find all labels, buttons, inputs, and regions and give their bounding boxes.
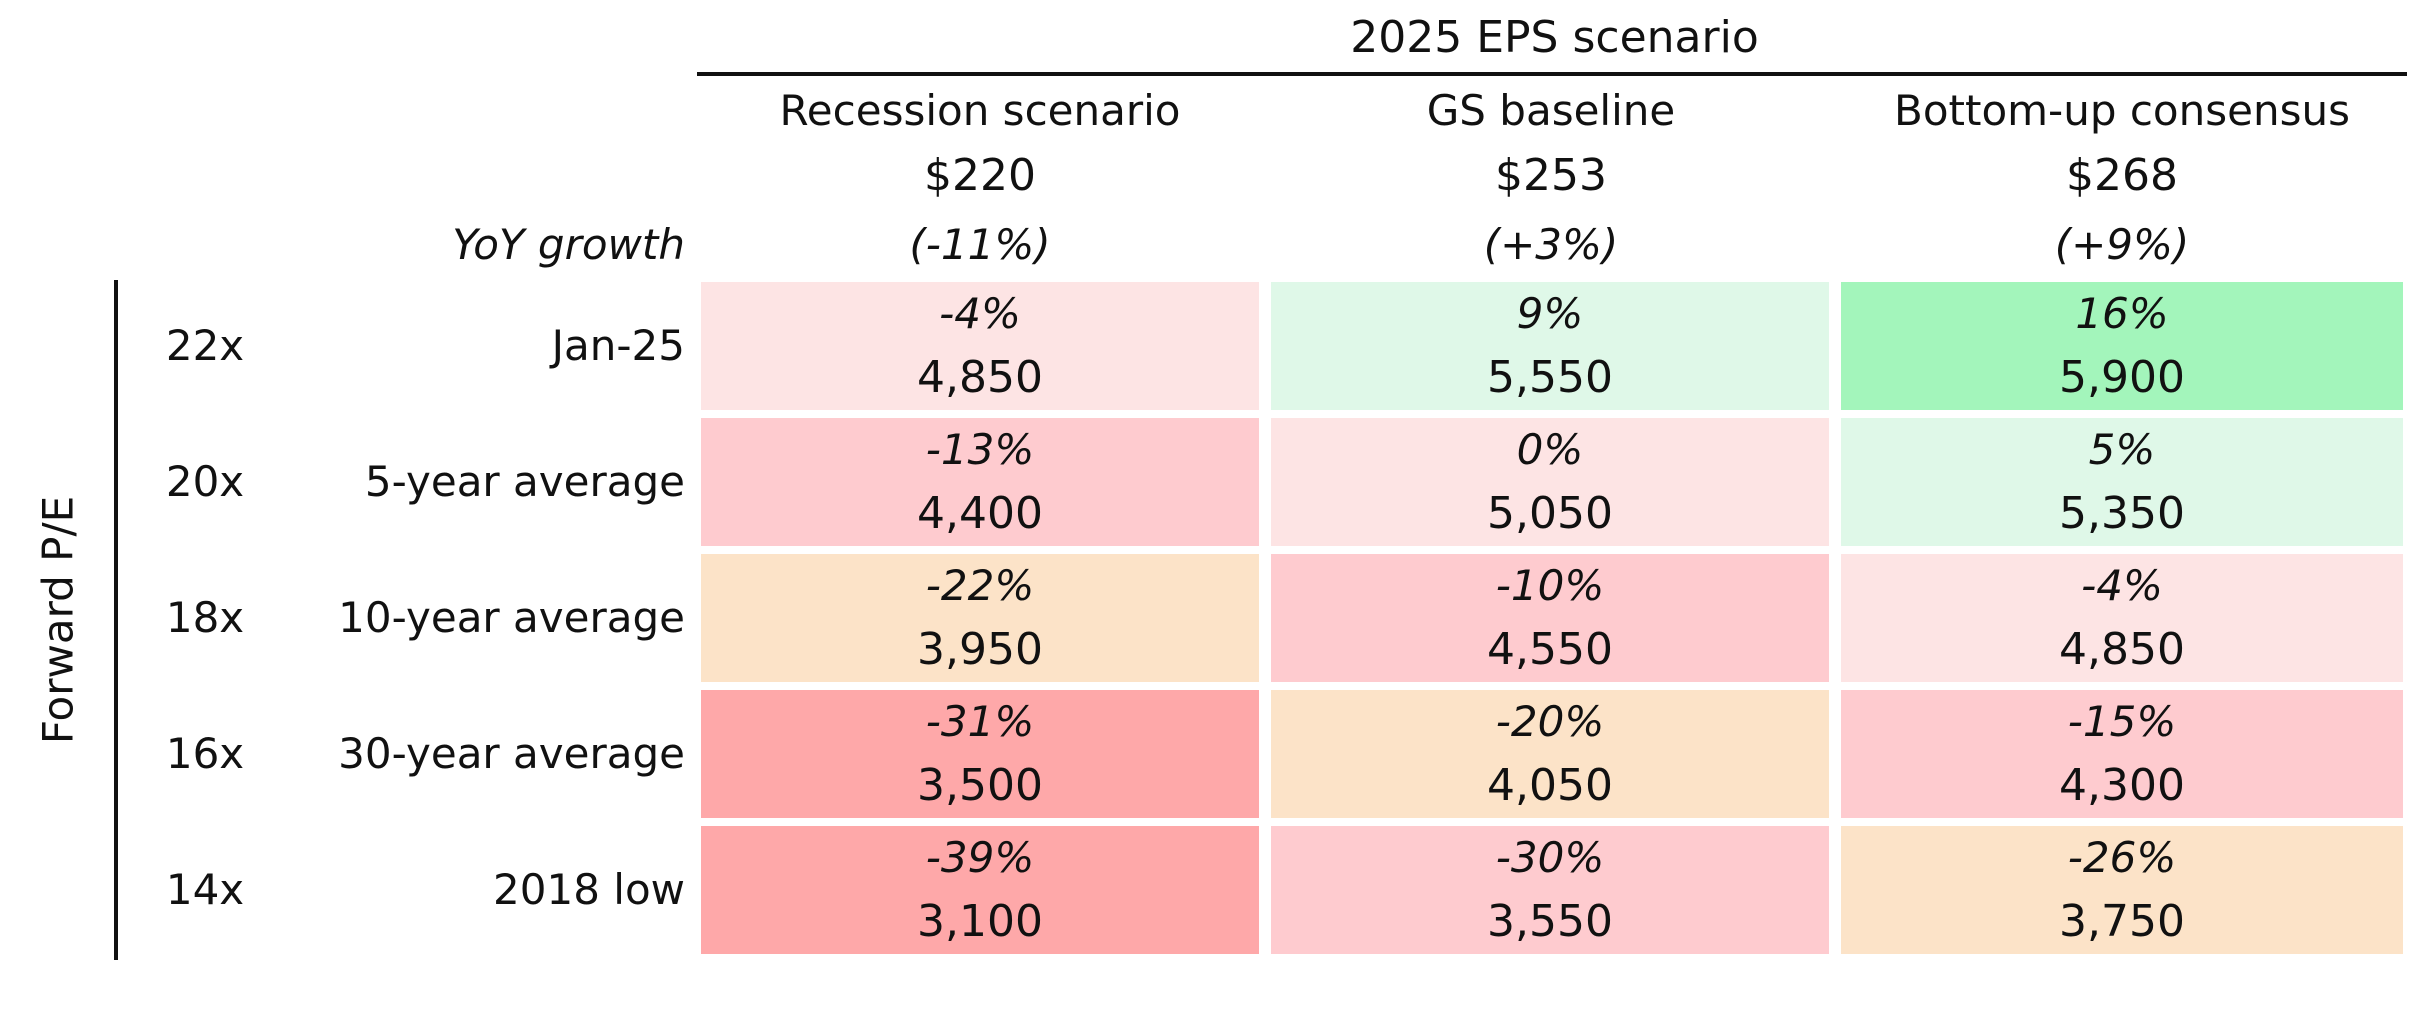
- cell-pct: -15%: [2067, 697, 2177, 746]
- cell-pct: 5%: [2088, 425, 2156, 474]
- column-growth-baseline: (+3%): [1483, 220, 1619, 269]
- column-eps-consensus: $268: [2066, 150, 2178, 201]
- title-rule: [697, 72, 2407, 76]
- cell-pct: -10%: [1495, 561, 1605, 610]
- yoy-growth-label: YoY growth: [452, 220, 685, 269]
- cell-pct: -4%: [939, 289, 1021, 338]
- cell-level: 3,550: [1487, 896, 1613, 947]
- cell-pct: -26%: [2067, 833, 2177, 882]
- cell-level: 4,400: [917, 488, 1043, 539]
- cell-pct: 0%: [1516, 425, 1584, 474]
- cell-pct: -31%: [925, 697, 1035, 746]
- row-pe-20x: 20x: [165, 457, 245, 506]
- axis-rule: [114, 280, 118, 960]
- cell-level: 5,350: [2059, 488, 2185, 539]
- cell-r3-c0: -31% 3,500: [701, 690, 1259, 818]
- row-label-5-year-average: 5-year average: [364, 457, 685, 506]
- cell-r4-c0: -39% 3,100: [701, 826, 1259, 954]
- cell-pct: -22%: [925, 561, 1035, 610]
- cell-r4-c2: -26% 3,750: [1841, 826, 2403, 954]
- cell-r2-c2: -4% 4,850: [1841, 554, 2403, 682]
- cell-r2-c1: -10% 4,550: [1271, 554, 1829, 682]
- cell-r0-c2: 16% 5,900: [1841, 282, 2403, 410]
- row-pe-14x: 14x: [165, 865, 245, 914]
- column-header-baseline: GS baseline: [1426, 86, 1676, 135]
- row-pe-18x: 18x: [165, 593, 245, 642]
- cell-r1-c1: 0% 5,050: [1271, 418, 1829, 546]
- cell-pct: -13%: [925, 425, 1035, 474]
- row-pe-22x: 22x: [165, 321, 245, 370]
- column-header-recession: Recession scenario: [779, 86, 1181, 135]
- cell-pct: 9%: [1516, 289, 1584, 338]
- row-label-2018-low: 2018 low: [493, 865, 685, 914]
- cell-level: 3,950: [917, 624, 1043, 675]
- cell-level: 3,750: [2059, 896, 2185, 947]
- cell-pct: -4%: [2081, 561, 2163, 610]
- column-eps-recession: $220: [924, 150, 1036, 201]
- cell-level: 4,300: [2059, 760, 2185, 811]
- column-growth-recession: (-11%): [909, 220, 1051, 269]
- cell-r1-c2: 5% 5,350: [1841, 418, 2403, 546]
- cell-pct: -30%: [1495, 833, 1605, 882]
- cell-r0-c0: -4% 4,850: [701, 282, 1259, 410]
- row-pe-16x: 16x: [165, 729, 245, 778]
- cell-r1-c0: -13% 4,400: [701, 418, 1259, 546]
- cell-level: 5,900: [2059, 352, 2185, 403]
- cell-r2-c0: -22% 3,950: [701, 554, 1259, 682]
- cell-level: 4,850: [2059, 624, 2185, 675]
- cell-level: 4,850: [917, 352, 1043, 403]
- column-eps-baseline: $253: [1495, 150, 1607, 201]
- row-label-10-year-average: 10-year average: [338, 593, 685, 642]
- cell-level: 3,500: [917, 760, 1043, 811]
- cell-r4-c1: -30% 3,550: [1271, 826, 1829, 954]
- forward-pe-axis-text: Forward P/E: [33, 495, 83, 745]
- cell-level: 4,550: [1487, 624, 1613, 675]
- cell-level: 5,050: [1487, 488, 1613, 539]
- cell-level: 4,050: [1487, 760, 1613, 811]
- cell-pct: -39%: [925, 833, 1035, 882]
- table-title: 2025 EPS scenario: [1350, 12, 1759, 63]
- cell-pct: -20%: [1495, 697, 1605, 746]
- column-growth-consensus: (+9%): [2054, 220, 2190, 269]
- cell-r3-c1: -20% 4,050: [1271, 690, 1829, 818]
- column-header-consensus: Bottom-up consensus: [1894, 86, 2350, 135]
- cell-level: 3,100: [917, 896, 1043, 947]
- cell-level: 5,550: [1487, 352, 1613, 403]
- row-label-30-year-average: 30-year average: [338, 729, 685, 778]
- cell-pct: 16%: [2075, 289, 2169, 338]
- cell-r3-c2: -15% 4,300: [1841, 690, 2403, 818]
- row-label-jan-25: Jan-25: [551, 321, 685, 370]
- cell-r0-c1: 9% 5,550: [1271, 282, 1829, 410]
